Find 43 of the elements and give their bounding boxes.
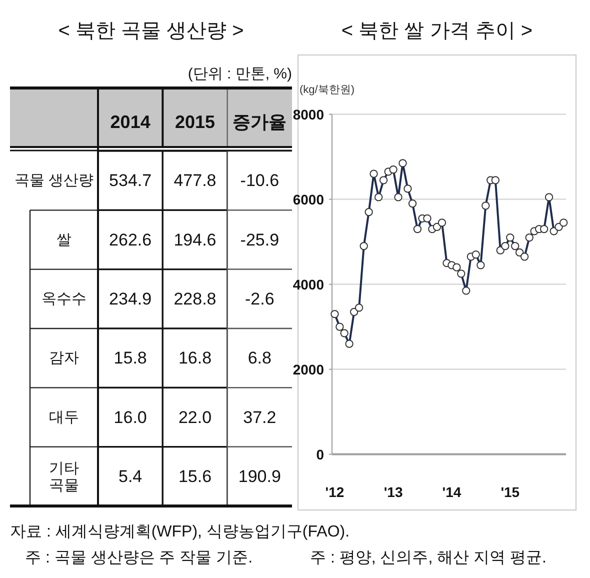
row-label: 감자 [49,350,79,367]
cell-label: 16.0 [114,408,147,427]
cell-label: 534.7 [109,171,152,190]
row-label: 곡물 생산량 [14,172,94,190]
row-label: 대두 [49,408,79,426]
cell-label: 194.6 [174,230,216,250]
cell-label: -2.6 [245,289,274,308]
title: < 북한 곡물 생산량 > [58,20,244,42]
row-label: 기타 곡물 [49,460,79,494]
cell-label: 6.8 [248,348,272,368]
annotation: 주 : 평양, 신의주, 해산 지역 평균. [310,550,546,566]
cell-label: 228.8 [174,289,216,308]
y-tick-label: 0 [316,446,324,462]
row-label: 옥수수 [42,290,86,308]
cell-label: 16.8 [178,348,212,368]
x-tick-label: '15 [500,484,520,500]
title: < 북한 쌀 가격 추이 > [341,20,533,42]
x-tick-label: '13 [384,484,403,500]
cell-label: 477.8 [174,171,216,190]
y-tick-label: 4000 [292,276,324,292]
x-tick-label: '12 [325,484,344,500]
row-label: 쌀 [56,231,72,248]
column-label: 2014 [110,112,150,132]
ylabel: (kg/북한원) [300,84,354,96]
y-tick-label: 6000 [292,191,324,208]
subtitle: (단위 : 만톤, %) [188,66,292,82]
cell-label: -10.6 [240,171,280,190]
cell-label: 262.6 [109,230,152,250]
cell-label: 5.4 [118,466,142,486]
cell-label: -25.9 [240,230,280,250]
cell-label: 15.6 [178,466,212,486]
cell-label: 234.9 [109,289,152,308]
y-tick-label: 8000 [292,106,324,122]
cell-label: 22.0 [178,408,212,427]
column-label: 2015 [174,112,216,132]
y-tick-label: 2000 [292,361,324,378]
cell-label: 15.8 [114,348,147,368]
annotation: 자료 : 세계식량계획(WFP), 식량농업기구(FAO). [10,524,350,540]
cell-label: 190.9 [238,466,281,486]
cell-label: 37.2 [243,408,276,427]
x-tick-label: '14 [442,484,462,500]
column-label: 증가율 [232,112,287,132]
annotation: 주 : 곡물 생산량은 주 작물 기준. [25,550,253,566]
